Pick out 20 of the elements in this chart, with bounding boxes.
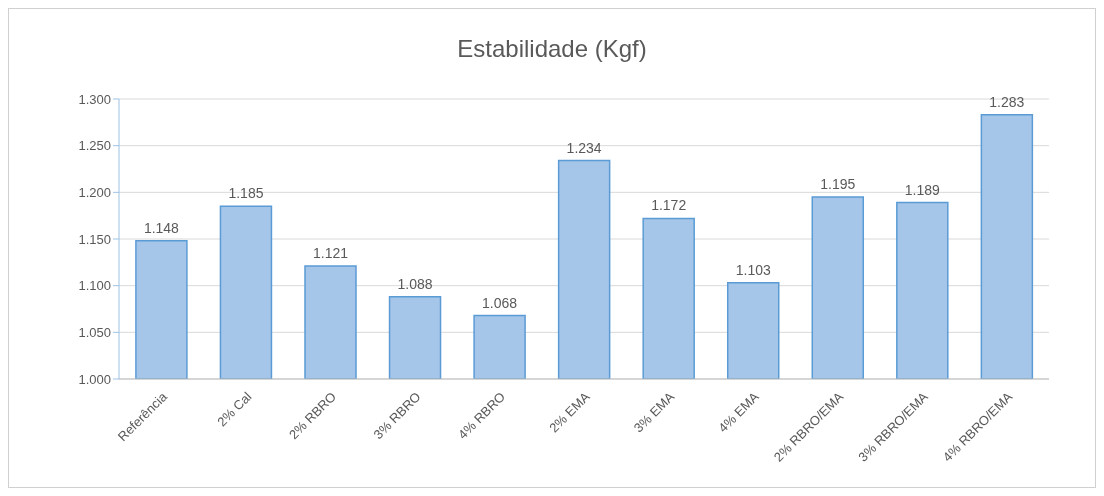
y-tick-label: 1.300 [78,91,111,107]
data-label: 1.103 [735,261,771,278]
data-label: 1.189 [904,181,941,198]
data-label: 1.088 [397,275,433,292]
data-label: 1.195 [820,176,856,192]
data-label: 1.172 [651,197,687,214]
y-tick-label: 1.050 [78,324,111,340]
data-label: 1.283 [989,93,1025,110]
y-tick-label: 1.150 [78,231,111,247]
data-label: 1.234 [566,139,602,156]
data-label: 1.185 [228,185,264,202]
y-tick-label: 1.200 [78,184,111,200]
y-tick-label: 1.250 [78,138,111,154]
y-tick-label: 1.100 [78,278,111,294]
data-label: 1.121 [312,245,349,262]
x-tick-label: 2% Cal [214,388,255,430]
data-label: 1.068 [482,294,518,311]
y-tick-label: 1.000 [78,371,111,387]
chart-title: Estabilidade (Kgf) [456,34,648,64]
data-label: 1.148 [143,219,180,236]
